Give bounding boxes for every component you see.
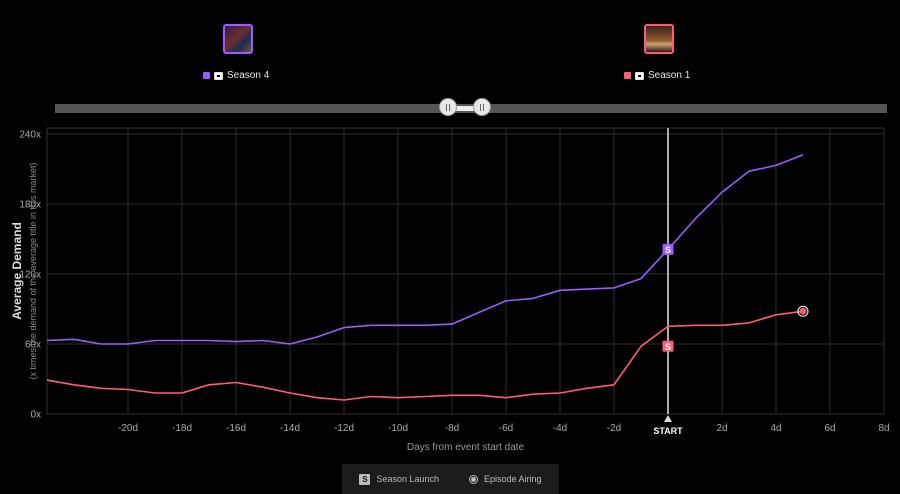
y-tick-label: 180x — [19, 199, 41, 210]
y-tick-label: 120x — [19, 269, 41, 280]
season-launch-marker-label: S — [665, 342, 671, 352]
season-4-poster-icon[interactable] — [223, 24, 253, 54]
episode-airing-legend: Episode Airing — [469, 474, 542, 484]
season-launch-legend: S Season Launch — [359, 473, 439, 485]
episode-airing-marker — [797, 305, 809, 317]
range-slider-left-handle[interactable] — [439, 98, 457, 116]
x-tick-label: -20d — [118, 423, 138, 434]
x-tick-label: 8d — [878, 423, 889, 434]
legend-season-4[interactable]: Season 4 — [203, 70, 269, 81]
y-tick-label: 240x — [19, 129, 41, 140]
start-label: START — [653, 426, 683, 436]
legend-season-4-label: Season 4 — [227, 70, 270, 81]
x-tick-label: -2d — [607, 423, 621, 434]
x-tick-label: -6d — [499, 423, 513, 434]
tv-icon — [635, 71, 644, 80]
x-tick-label: -16d — [226, 423, 246, 434]
legend-season-1[interactable]: Season 1 — [624, 70, 690, 81]
y-axis-label: Average Demand — [10, 222, 24, 320]
season-launch-label: Season Launch — [376, 474, 439, 484]
plot-frame — [46, 127, 885, 415]
x-tick-label: 4d — [770, 423, 781, 434]
marker-legend: S Season Launch Episode Airing — [342, 464, 559, 494]
range-slider-selection — [455, 106, 481, 111]
episode-airing-label: Episode Airing — [484, 474, 542, 484]
episode-airing-icon — [469, 474, 478, 484]
start-triangle-icon — [664, 415, 672, 422]
x-tick-label: -14d — [280, 423, 300, 434]
y-tick-label: 0x — [30, 410, 41, 421]
tv-icon — [214, 71, 223, 80]
season-launch-marker — [662, 243, 674, 255]
x-tick-label: -4d — [553, 423, 567, 434]
season-1-swatch — [624, 72, 631, 79]
y-axis-sublabel: (x times the demand of the average title… — [28, 162, 38, 379]
x-tick-label: -18d — [172, 423, 192, 434]
x-tick-label: -12d — [334, 423, 354, 434]
x-tick-label: 6d — [824, 423, 835, 434]
episode-airing-marker-dot — [799, 307, 807, 315]
x-axis-label: Days from event start date — [407, 442, 525, 453]
season-1-poster-icon[interactable] — [644, 24, 674, 54]
season-launch-icon: S — [359, 473, 371, 485]
x-tick-label: -8d — [445, 423, 459, 434]
series-line-season-4 — [46, 154, 804, 345]
range-slider-right-handle[interactable] — [473, 98, 491, 116]
x-tick-label: 2d — [716, 423, 727, 434]
season-launch-marker — [662, 340, 674, 352]
season-launch-marker-label: S — [665, 245, 671, 255]
y-tick-label: 60x — [25, 339, 41, 350]
x-tick-label: -10d — [388, 423, 408, 434]
series-line-season-1 — [46, 310, 804, 401]
legend-season-1-label: Season 1 — [648, 70, 691, 81]
season-4-swatch — [203, 72, 210, 79]
